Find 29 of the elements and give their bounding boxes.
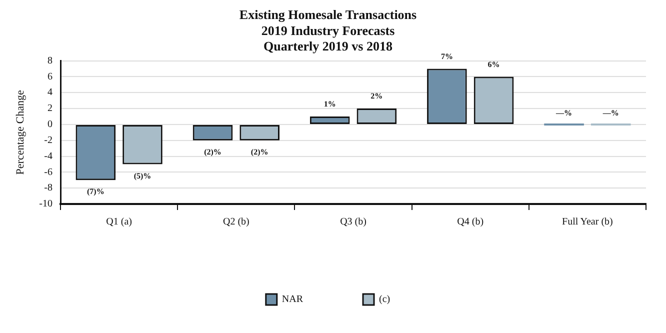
data-label: (2)% <box>250 147 268 156</box>
y-tick-label: 4 <box>48 87 53 98</box>
x-tick-label: Q4 (b) <box>457 216 484 228</box>
x-tick-label: Q3 (b) <box>340 216 366 228</box>
legend-label: (c) <box>379 294 390 306</box>
data-label: —% <box>555 108 572 118</box>
data-label: (7)% <box>86 187 104 196</box>
y-tick-label: -10 <box>39 198 53 210</box>
data-label: 1% <box>324 100 336 109</box>
y-tick-label: -6 <box>44 166 53 178</box>
y-tick-label: -8 <box>44 182 53 194</box>
x-tick-label: Full Year (b) <box>562 216 613 228</box>
legend-label: NAR <box>282 294 304 306</box>
y-tick-label: 8 <box>48 55 53 66</box>
y-tick-label: -2 <box>44 134 53 146</box>
data-label: —% <box>602 108 619 118</box>
y-tick-label: -4 <box>44 150 53 162</box>
data-label: (5)% <box>134 171 152 180</box>
x-tick-label: Q1 (a) <box>106 216 132 228</box>
y-tick-label: 0 <box>48 119 53 130</box>
data-label: 7% <box>440 52 453 61</box>
data-label: 2% <box>370 92 383 101</box>
y-axis-title: Percentage Change <box>14 90 26 175</box>
x-tick-label: Q2 (b) <box>222 216 250 228</box>
data-label: 6% <box>488 60 500 69</box>
y-tick-label: 2 <box>48 103 53 114</box>
data-label: (2)% <box>204 147 222 156</box>
chart-title: Existing Homesale Transactions 2019 Industry Forecasts Quarterly 2019 vs 2018 <box>239 7 417 54</box>
y-tick-label: 6 <box>48 71 53 82</box>
